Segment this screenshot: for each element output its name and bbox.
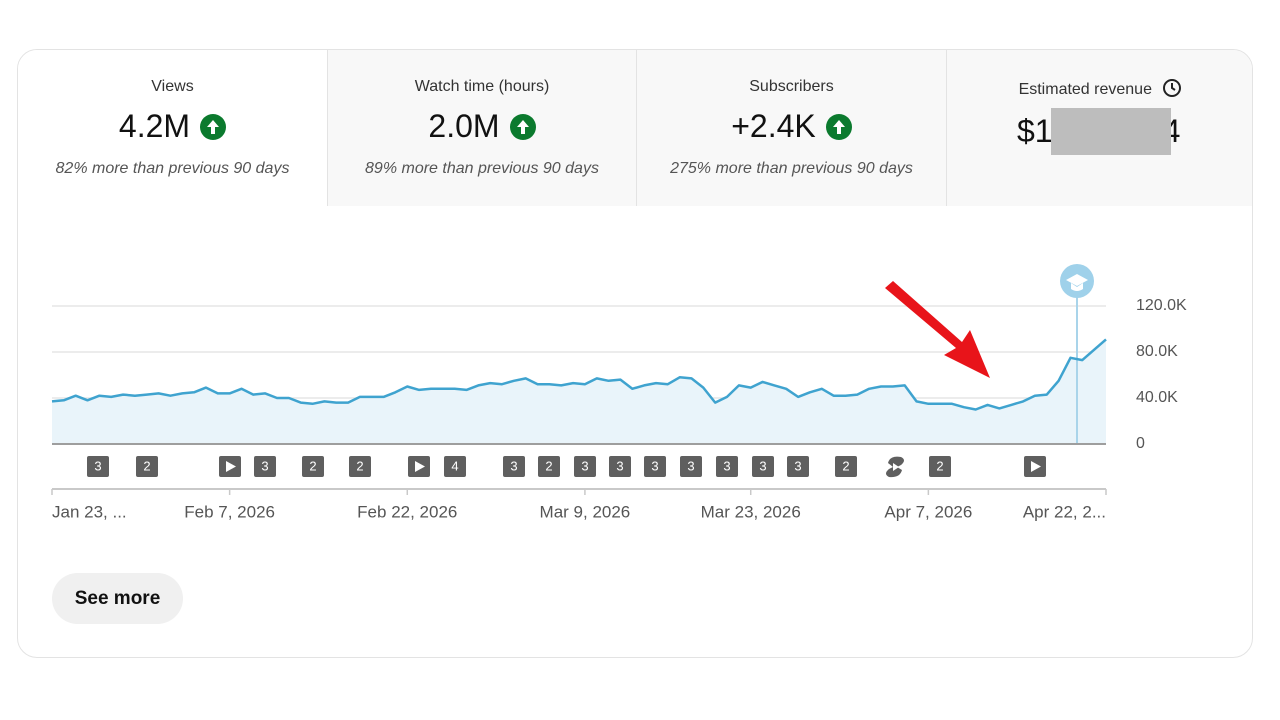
play-icon: [226, 461, 236, 472]
tab-title-row: Estimated revenue: [947, 78, 1252, 99]
marker-label: 3: [510, 458, 517, 473]
watch-time-tab[interactable]: Watch time (hours) 2.0M 89% more than pr…: [328, 50, 637, 206]
tab-comparison: 89% more than previous 90 days: [365, 160, 599, 177]
tab-value: +2.4K: [731, 108, 816, 144]
red-arrow: [885, 281, 990, 378]
tab-value-row: $1 4: [1017, 108, 1180, 155]
tab-value-row: 4.2M: [18, 108, 327, 145]
marker-label: 2: [356, 458, 363, 473]
marker-label: 2: [842, 458, 849, 473]
tab-title: Watch time (hours): [414, 78, 550, 95]
marker-label: 3: [651, 458, 658, 473]
marker-label: 2: [309, 458, 316, 473]
area: [52, 339, 1106, 444]
tab-title: Subscribers: [749, 78, 834, 95]
marker-box: [254, 456, 276, 477]
marker-box: [302, 456, 324, 477]
tab-title: Views: [151, 78, 194, 95]
marker-box: [87, 456, 109, 477]
tab-value-row: +2.4K: [637, 108, 946, 145]
up-icon: [509, 113, 536, 140]
x-tick-label: Feb 22, 2026: [357, 502, 457, 521]
x-tick-label: Apr 22, 2...: [1023, 502, 1106, 521]
marker-box: [752, 456, 774, 477]
tab-value-row: 2.0M: [328, 108, 636, 145]
marker-label: 3: [616, 458, 623, 473]
marker-label: 3: [581, 458, 588, 473]
marker-box: [349, 456, 371, 477]
marker-box: [444, 456, 466, 477]
marker-box: [538, 456, 560, 477]
y-tick-label: 40.0K: [1136, 389, 1178, 406]
y-tick-label: 80.0K: [1136, 343, 1178, 360]
tab-title: Estimated revenue: [1018, 81, 1152, 98]
play-icon: [1031, 461, 1041, 472]
marker-box: [716, 456, 738, 477]
revenue-tab[interactable]: Estimated revenue $1 4: [947, 50, 1252, 206]
marker-label: 3: [723, 458, 730, 473]
tab-comparison: 82% more than previous 90 days: [55, 160, 290, 177]
marker-box: [680, 456, 702, 477]
marker-box: [136, 456, 158, 477]
see-more-button[interactable]: See more: [52, 573, 183, 624]
up-icon: [200, 113, 227, 140]
marker-box: [929, 456, 951, 477]
shorts-play: [893, 463, 899, 471]
tab-comparison: 275% more than previous 90 days: [670, 160, 913, 177]
y-tick-label: 0: [1136, 435, 1145, 452]
x-tick-label: Apr 7, 2026: [884, 502, 972, 521]
marker-label: 2: [936, 458, 943, 473]
marker-box: [835, 456, 857, 477]
marker-label: 3: [94, 458, 101, 473]
y-tick-label: 120.0K: [1136, 297, 1187, 314]
marker-label: 4: [451, 458, 458, 473]
redaction: [1050, 108, 1171, 155]
subscribers-tab[interactable]: Subscribers +2.4K 275% more than previou…: [637, 50, 947, 206]
marker-label: 3: [794, 458, 801, 473]
marker-label: 3: [759, 458, 766, 473]
tab-value-start: $1: [1017, 113, 1053, 149]
play-icon: [415, 461, 425, 472]
marker-label: 2: [143, 458, 150, 473]
marker-label: 2: [545, 458, 552, 473]
tab-value: 2.0M: [428, 108, 500, 144]
views-tab[interactable]: Views 4.2M 82% more than previous 90 day…: [18, 50, 328, 206]
marker-label: 3: [687, 458, 694, 473]
marker-label: 3: [261, 458, 268, 473]
marker-box: [644, 456, 666, 477]
clock-icon: [1163, 79, 1182, 97]
marker-box: [787, 456, 809, 477]
x-tick-label: Jan 23, ...: [52, 502, 127, 521]
analytics-card: Views 4.2M 82% more than previous 90 day…: [17, 49, 1253, 658]
marker-box: [609, 456, 631, 477]
up-icon: [825, 113, 852, 140]
x-tick-label: Feb 7, 2026: [184, 502, 275, 521]
series-line: [51, 338, 1107, 411]
milestone-cap: [1066, 274, 1088, 291]
marker-box: [574, 456, 596, 477]
x-tick-label: Mar 9, 2026: [540, 502, 631, 521]
marker-box: [503, 456, 525, 477]
tab-value: 4.2M: [118, 108, 191, 144]
x-tick-label: Mar 23, 2026: [701, 502, 801, 521]
